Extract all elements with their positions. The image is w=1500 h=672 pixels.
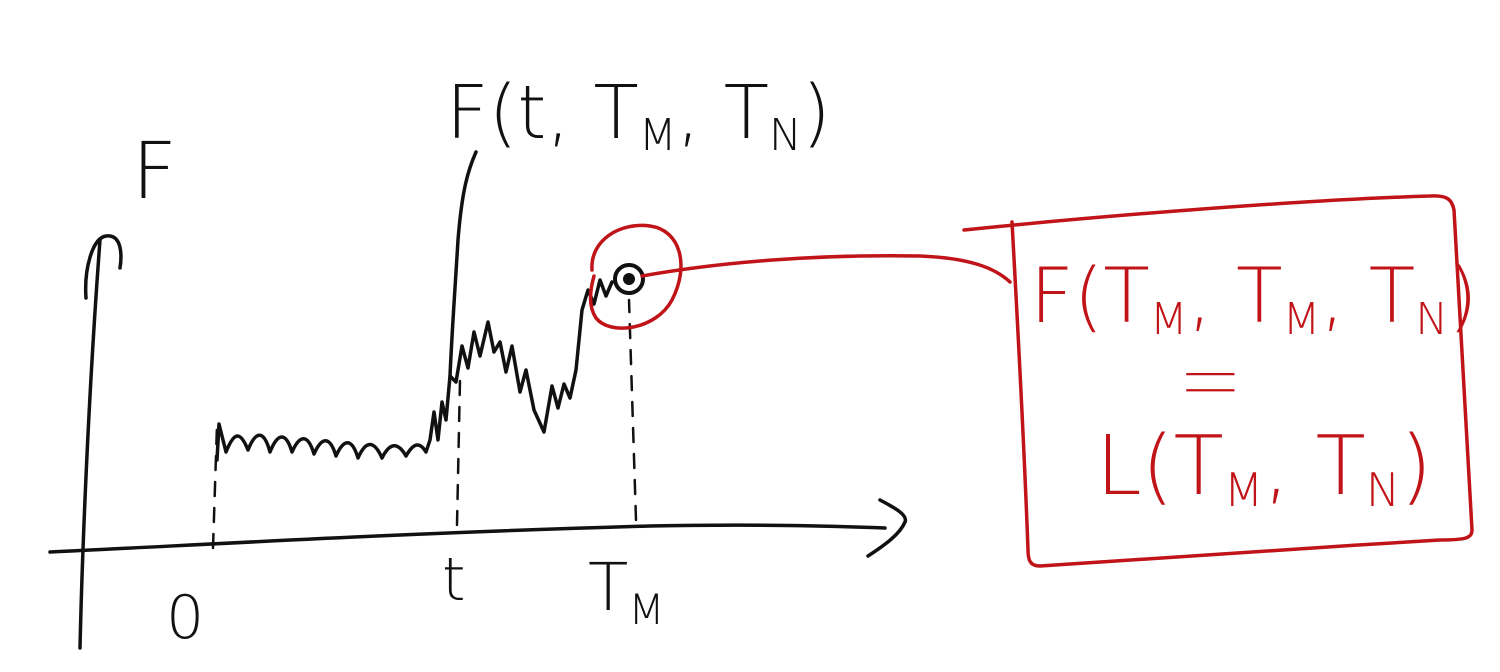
box-equals: || [1186,366,1242,398]
axes [48,234,908,650]
point-tm [613,263,645,295]
price-path [215,278,614,462]
point-inner [623,273,635,285]
origin-label: 0 [166,583,204,653]
annotation-box [962,194,1474,568]
y-axis-arrowhead [83,234,123,300]
dashed-guides [211,298,638,550]
curve-label: F(t, TM, TN) [446,70,831,161]
labels: F 0 t TM F(t, TM, TN) [132,70,831,653]
t-label: t [442,545,466,615]
dashed-line-origin [211,423,219,550]
point-outer [613,263,645,295]
y-axis-label: F [132,127,177,217]
annotation [588,194,1474,568]
x-axis-arrowhead [866,498,908,558]
tm-label: TM [588,549,665,634]
highlight-circle [588,223,683,330]
connector-line [640,253,1012,284]
x-axis [48,523,887,554]
dashed-line-tm [627,298,638,522]
box-line-1: F(TM, TM, TN) [1030,251,1478,345]
annotation-text: F(TM, TM, TN) || L(TM, TN) [1030,251,1478,517]
y-axis [78,238,102,650]
box-line-2: L(TM, TN) [1096,419,1432,517]
dashed-line-t [455,378,462,527]
label-pointer-stroke [448,150,478,378]
